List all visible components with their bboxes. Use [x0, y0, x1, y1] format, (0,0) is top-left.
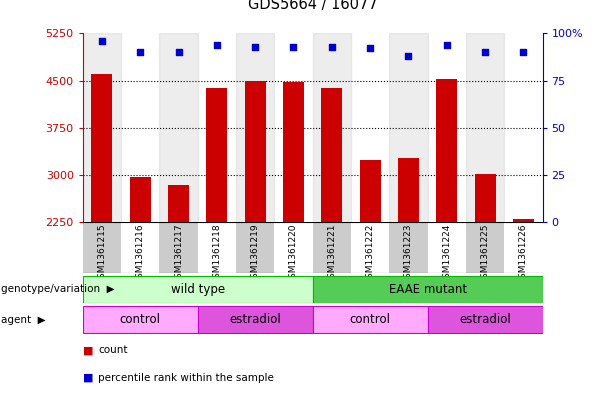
Bar: [513, 219, 534, 222]
Bar: [275, 222, 313, 273]
Bar: [83, 222, 121, 273]
Text: GSM1361219: GSM1361219: [251, 224, 260, 284]
Text: GSM1361215: GSM1361215: [97, 224, 107, 284]
Text: GSM1361216: GSM1361216: [135, 224, 145, 284]
Bar: [313, 275, 543, 303]
Bar: [466, 222, 504, 273]
Bar: [236, 222, 275, 273]
Text: GSM1361226: GSM1361226: [519, 224, 528, 284]
Text: GSM1361221: GSM1361221: [327, 224, 337, 284]
Text: GSM1361225: GSM1361225: [481, 224, 490, 284]
Point: [519, 49, 528, 55]
Bar: [197, 222, 236, 273]
Point: [327, 44, 337, 50]
Text: GSM1361224: GSM1361224: [442, 224, 451, 284]
Bar: [360, 160, 381, 222]
Text: count: count: [98, 345, 128, 355]
Text: EAAE mutant: EAAE mutant: [389, 283, 466, 296]
Bar: [398, 158, 419, 222]
Point: [212, 42, 222, 48]
Point: [289, 44, 299, 50]
Text: percentile rank within the sample: percentile rank within the sample: [98, 373, 274, 383]
Bar: [389, 33, 428, 222]
Text: GSM1361220: GSM1361220: [289, 224, 298, 284]
Bar: [428, 222, 466, 273]
Text: ■: ■: [83, 345, 93, 355]
Bar: [121, 222, 159, 273]
Bar: [159, 222, 197, 273]
Text: estradiol: estradiol: [229, 313, 281, 326]
Bar: [91, 73, 112, 222]
Bar: [168, 185, 189, 222]
Bar: [83, 306, 197, 333]
Point: [442, 42, 452, 48]
Bar: [389, 222, 428, 273]
Bar: [504, 222, 543, 273]
Text: control: control: [120, 313, 161, 326]
Text: GDS5664 / 16077: GDS5664 / 16077: [248, 0, 378, 12]
Bar: [466, 33, 504, 222]
Text: wild type: wild type: [170, 283, 225, 296]
Point: [365, 45, 375, 51]
Bar: [207, 88, 227, 222]
Bar: [236, 33, 275, 222]
Text: GSM1361223: GSM1361223: [404, 224, 413, 284]
Point: [173, 49, 183, 55]
Bar: [428, 306, 543, 333]
Text: genotype/variation  ▶: genotype/variation ▶: [1, 284, 114, 294]
Point: [97, 38, 107, 44]
Bar: [436, 79, 457, 222]
Bar: [321, 88, 342, 222]
Point: [403, 53, 413, 59]
Bar: [245, 81, 265, 222]
Text: ■: ■: [83, 373, 93, 383]
Bar: [83, 275, 313, 303]
Bar: [313, 33, 351, 222]
Bar: [283, 82, 304, 222]
Text: estradiol: estradiol: [459, 313, 511, 326]
Point: [250, 44, 260, 50]
Bar: [313, 306, 428, 333]
Text: GSM1361218: GSM1361218: [212, 224, 221, 284]
Text: GSM1361222: GSM1361222: [365, 224, 375, 284]
Bar: [159, 33, 197, 222]
Bar: [197, 306, 313, 333]
Point: [135, 49, 145, 55]
Bar: [313, 222, 351, 273]
Bar: [351, 222, 389, 273]
Text: control: control: [349, 313, 390, 326]
Bar: [474, 174, 495, 222]
Text: agent  ▶: agent ▶: [1, 314, 45, 325]
Text: GSM1361217: GSM1361217: [174, 224, 183, 284]
Bar: [130, 177, 151, 222]
Point: [480, 49, 490, 55]
Bar: [83, 33, 121, 222]
